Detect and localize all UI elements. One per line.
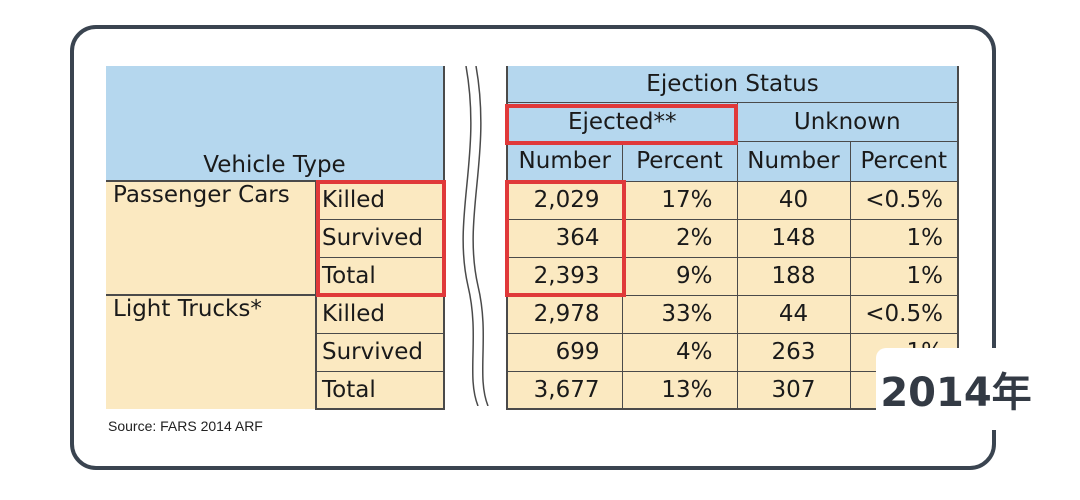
outcome-label: Survived bbox=[316, 218, 445, 257]
unknown-percent-cell: 1% bbox=[849, 218, 959, 258]
unknown-number-cell: 263 bbox=[736, 332, 851, 372]
unknown-percent-cell: <0.5% bbox=[849, 180, 959, 220]
source-note: Source: FARS 2014 ARF bbox=[108, 418, 263, 434]
outcome-label: Killed bbox=[316, 294, 445, 333]
ejected-percent-cell: 17% bbox=[621, 180, 738, 220]
table-row: 2,393 9% 188 1% bbox=[506, 256, 959, 296]
year-badge: 2014年 bbox=[876, 348, 1036, 430]
ejected-percent-cell: 9% bbox=[621, 256, 738, 296]
group-light-trucks: Light Trucks* bbox=[106, 294, 317, 409]
ejected-percent-cell: 2% bbox=[621, 218, 738, 258]
unknown-number-cell: 148 bbox=[736, 218, 851, 258]
outcome-label: Survived bbox=[316, 332, 445, 371]
ejected-header: Ejected** bbox=[506, 101, 738, 142]
ejected-number-cell: 699 bbox=[506, 332, 623, 372]
table-row: 364 2% 148 1% bbox=[506, 218, 959, 258]
ejection-status-header: Ejection Status bbox=[506, 66, 959, 103]
unknown-number-cell: 188 bbox=[736, 256, 851, 296]
column-header-number: Number bbox=[506, 140, 623, 182]
unknown-header: Unknown bbox=[736, 101, 959, 142]
ejected-number-cell: 2,393 bbox=[506, 256, 623, 296]
ejected-number-cell: 2,029 bbox=[506, 180, 623, 220]
table-row: 2,029 17% 40 <0.5% bbox=[506, 180, 959, 220]
ejected-percent-cell: 13% bbox=[621, 370, 738, 410]
table-break-lines bbox=[462, 66, 489, 406]
unknown-percent-cell: 1% bbox=[849, 256, 959, 296]
outcome-label: Total bbox=[316, 256, 445, 295]
unknown-number-cell: 40 bbox=[736, 180, 851, 220]
ejected-number-cell: 3,677 bbox=[506, 370, 623, 410]
ejected-percent-cell: 4% bbox=[621, 332, 738, 372]
column-header-percent: Percent bbox=[849, 140, 959, 182]
outcome-label: Total bbox=[316, 370, 445, 410]
column-header-number: Number bbox=[736, 140, 851, 182]
unknown-number-cell: 44 bbox=[736, 294, 851, 334]
unknown-percent-cell: <0.5% bbox=[849, 294, 959, 334]
vehicle-type-header: Vehicle Type bbox=[106, 66, 445, 181]
unknown-number-cell: 307 bbox=[736, 370, 851, 410]
group-passenger-cars: Passenger Cars bbox=[106, 180, 317, 295]
ejected-number-cell: 364 bbox=[506, 218, 623, 258]
ejected-number-cell: 2,978 bbox=[506, 294, 623, 334]
ejected-percent-cell: 33% bbox=[621, 294, 738, 334]
table-row: 2,978 33% 44 <0.5% bbox=[506, 294, 959, 334]
vehicle-type-table: Vehicle Type Passenger Cars Killed Survi… bbox=[106, 66, 445, 410]
outcome-label: Killed bbox=[316, 180, 445, 219]
column-header-percent: Percent bbox=[621, 140, 738, 182]
